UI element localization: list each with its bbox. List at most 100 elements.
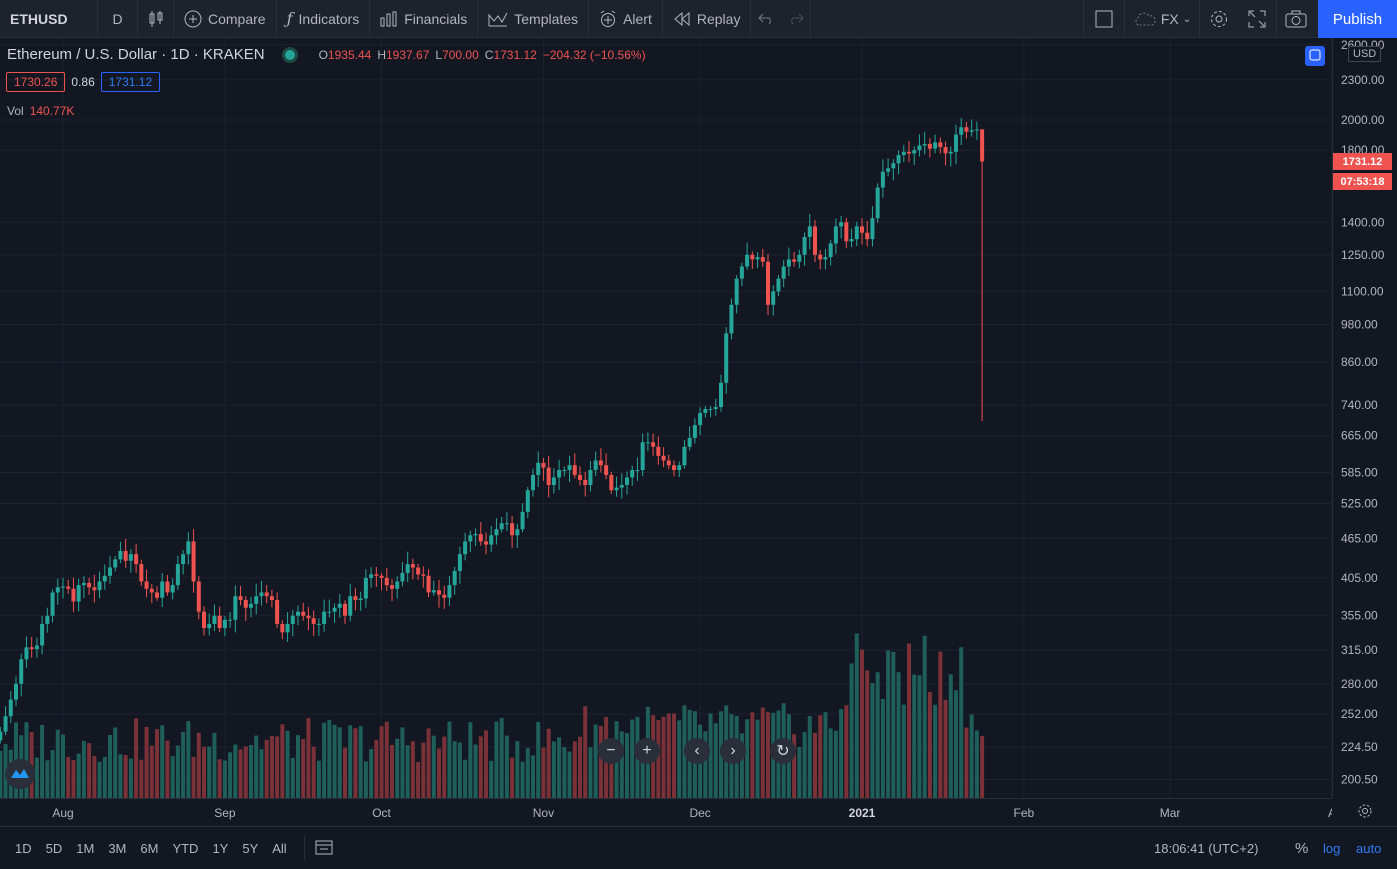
replay-button[interactable]: Replay [663,0,752,38]
volume-bar [463,759,468,798]
currency-dropdown[interactable]: FX ⌄ [1124,0,1199,38]
candlestick-chart[interactable] [0,38,1332,798]
price-axis[interactable]: 2600.002300.002000.001800.001400.001250.… [1333,38,1397,798]
compare-button[interactable]: Compare [174,0,277,38]
currency-unit-badge[interactable]: USD [1348,46,1382,62]
symbol-label: ETHUSD [10,10,68,27]
scale-settings-button[interactable] [1332,798,1397,826]
volume-bar [969,714,974,798]
volume-bar [233,744,238,798]
volume-bar [849,663,854,798]
candle-body [708,408,713,410]
volume-bar [102,756,107,798]
volume-bar [290,757,295,798]
candle-body [254,596,259,604]
clock-display[interactable]: 18:06:41 (UTC+2) [1154,840,1259,856]
range-all[interactable]: All [272,840,287,856]
volume-bar [504,735,509,798]
volume-bar [316,760,321,798]
time-axis[interactable]: AugSepOctNovDec2021FebMarA [0,799,1336,827]
high-key: H [377,47,386,62]
volume-bar [536,721,541,798]
candle-body [692,425,697,438]
percent-scale-toggle[interactable]: % [1295,839,1309,857]
scroll-right-button[interactable]: › [720,738,746,764]
bid-ask-row: 1730.26 0.86 1731.12 [6,72,161,92]
candle-body [572,465,577,475]
low-value: 700.00 [442,47,479,62]
price-tick-label: 224.50 [1341,740,1378,754]
candle-body [880,171,885,188]
series-legend: Ethereum / U.S. Dollar · 1D · KRAKEN O19… [7,46,646,63]
interval-button[interactable]: D [98,0,138,38]
volume-bar [974,730,979,798]
candle-body [259,592,264,597]
volume-bars [0,633,985,798]
volume-bar [457,742,462,798]
zoom-out-button[interactable]: − [598,738,624,764]
candle-body [489,535,494,545]
snapshot-button[interactable] [1276,0,1315,38]
candle-body [374,574,379,576]
range-3m[interactable]: 3M [108,840,127,856]
indicators-button[interactable]: ƒ Indicators [277,0,371,38]
range-5y[interactable]: 5Y [242,840,259,856]
undo-button[interactable] [751,0,781,38]
candle-body [813,226,817,255]
publish-label: Publish [1332,10,1383,28]
range-6m[interactable]: 6M [140,840,159,856]
time-scale[interactable]: AugSepOctNovDec2021FebMarA [0,798,1336,827]
cloud-icon [1133,12,1157,26]
financials-button[interactable]: Financials [370,0,479,38]
layout-button[interactable] [1083,0,1124,38]
publish-button[interactable]: Publish [1318,0,1397,38]
range-ytd[interactable]: YTD [172,840,199,856]
symbol-search-button[interactable]: ETHUSD [0,0,98,38]
chart-grid [0,38,1332,798]
range-1m[interactable]: 1M [76,840,95,856]
candle-body [285,623,290,633]
logo-icon [10,766,30,783]
chart-pane[interactable] [0,38,1332,798]
go-to-date-button[interactable] [315,839,333,858]
fullscreen-button[interactable] [1238,0,1276,38]
candle-body [849,239,854,242]
buy-price-button[interactable]: 1731.12 [100,72,161,92]
alert-button[interactable]: Alert [589,0,663,38]
candle-body [155,592,159,598]
volume-bar [0,750,3,798]
volume-bar [703,731,708,798]
price-tick-label: 980.00 [1341,318,1378,332]
price-ticks: 2600.002300.002000.001800.001400.001250.… [1341,38,1385,787]
candle-body [750,254,755,260]
candle-body [76,585,81,602]
volume-bar [933,704,938,798]
price-tick-label: 525.00 [1341,497,1378,511]
zoom-in-button[interactable]: + [634,738,660,764]
volume-bar [656,720,661,798]
volume-bar [212,732,217,798]
price-scale[interactable]: 2600.00 2300.00 2000.00 1800.00 1400.00 1250.… [1332,38,1397,798]
volume-bar [760,707,765,798]
range-1y[interactable]: 1Y [212,840,229,856]
chart-style-button[interactable] [138,0,174,38]
reset-chart-button[interactable]: ↻ [770,738,796,764]
auto-scale-button[interactable] [1305,46,1325,66]
volume-bar [640,746,645,798]
volume-bar [71,760,76,798]
range-5d[interactable]: 5D [45,840,63,856]
candle-body [504,523,509,525]
candle-body [766,261,770,305]
settings-button[interactable] [1199,0,1238,38]
tradingview-logo[interactable] [5,759,35,789]
close-key: C [484,47,494,62]
range-1d[interactable]: 1D [15,840,32,856]
volume-bar [363,761,368,798]
redo-button[interactable] [781,0,812,38]
scroll-left-button[interactable]: ‹ [684,738,710,764]
log-scale-toggle[interactable]: log [1323,840,1341,856]
sell-price-button[interactable]: 1730.26 [6,72,66,92]
auto-scale-toggle[interactable]: auto [1356,840,1382,856]
templates-button[interactable]: Templates [478,0,590,38]
candle-body [656,446,661,456]
